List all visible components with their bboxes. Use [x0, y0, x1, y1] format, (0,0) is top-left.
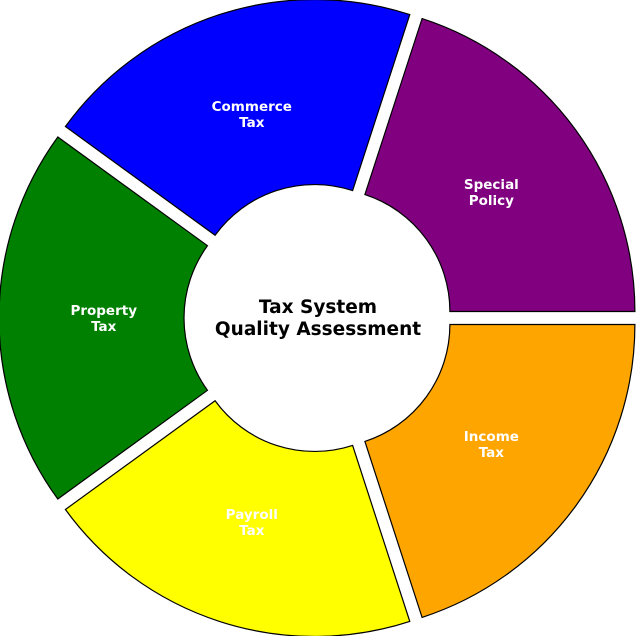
chart-title: Tax System Quality Assessment	[215, 297, 421, 340]
slice-commerce-tax	[64, 0, 411, 237]
slice-property-tax	[0, 136, 209, 500]
slice-label-special-policy: Special Policy	[464, 177, 519, 209]
slice-label-income-tax: Income Tax	[464, 429, 519, 461]
slice-payroll-tax	[64, 399, 411, 636]
slice-label-property-tax: Property Tax	[70, 303, 137, 335]
slice-label-commerce-tax: Commerce Tax	[212, 99, 292, 131]
slice-labels: Special Policy Commerce Tax Property Tax Payro…	[70, 99, 518, 539]
slice-label-payroll-tax: Payroll Tax	[226, 507, 278, 539]
slice-special-policy	[364, 17, 636, 313]
slice-income-tax	[364, 323, 636, 619]
